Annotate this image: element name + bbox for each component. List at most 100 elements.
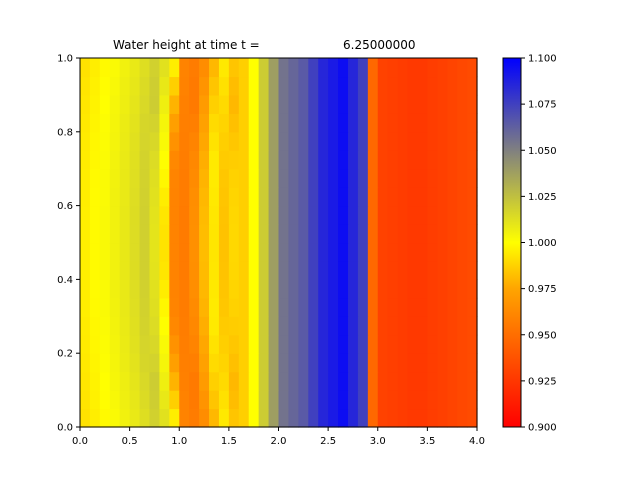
heatmap-cell (119, 224, 131, 244)
heatmap-cell (238, 131, 250, 151)
heatmap-cell (278, 297, 290, 317)
x-tick-label: 0.0 (72, 436, 88, 447)
heatmap-cell (447, 260, 458, 280)
heatmap-cell (80, 113, 91, 133)
heatmap-cell (457, 371, 468, 391)
heatmap-cell (268, 131, 280, 151)
heatmap-cell (80, 58, 91, 78)
heatmap-cell (228, 131, 240, 151)
heatmap-cell (258, 58, 270, 78)
heatmap-cell (308, 316, 319, 336)
heatmap-cell (199, 371, 210, 391)
heatmap-cell (268, 224, 280, 244)
heatmap-cell (308, 353, 319, 373)
heatmap-cell (99, 316, 111, 336)
heatmap-cell (149, 94, 160, 114)
heatmap-cell (457, 131, 468, 151)
heatmap-cell (139, 113, 151, 133)
heatmap-cell (407, 58, 419, 78)
heatmap-cell (149, 76, 160, 96)
heatmap-cell (218, 260, 230, 280)
heatmap-cell (268, 334, 280, 354)
heatmap-cell (189, 279, 200, 299)
heatmap-cell (179, 205, 190, 225)
heatmap-cell (199, 113, 210, 133)
heatmap-cell (268, 260, 280, 280)
heatmap-cell (338, 150, 349, 170)
heatmap-cell (318, 279, 329, 299)
heatmap-cell (467, 279, 478, 299)
heatmap-cell (288, 260, 299, 280)
heatmap-cell (149, 131, 160, 151)
heatmap-cell (338, 297, 349, 317)
heatmap-cell (209, 168, 220, 188)
heatmap-cell (139, 242, 151, 262)
heatmap-cell (318, 371, 329, 391)
colorbar (502, 57, 522, 428)
heatmap-cell (238, 168, 250, 188)
heatmap-cell (357, 242, 369, 262)
x-tick-label: 0.5 (122, 436, 138, 447)
heatmap-cell (298, 353, 309, 373)
heatmap-cell (99, 260, 111, 280)
heatmap-cell (407, 205, 419, 225)
heatmap-cell (357, 224, 369, 244)
heatmap-cell (367, 242, 379, 262)
heatmap-cell (338, 408, 349, 428)
heatmap-cell (357, 168, 369, 188)
heatmap-cell (367, 224, 379, 244)
heatmap-cell (467, 334, 478, 354)
heatmap-cell (298, 94, 309, 114)
heatmap-cell (248, 131, 260, 151)
heatmap-cell (387, 187, 399, 207)
heatmap-cell (278, 408, 290, 428)
heatmap-cell (228, 279, 240, 299)
heatmap-cell (377, 76, 389, 96)
heatmap-cell (447, 297, 458, 317)
heatmap-cell (457, 224, 468, 244)
heatmap-cell (228, 113, 240, 133)
heatmap-cell (228, 242, 240, 262)
colorbar-axis: 0.900 0.925 0.950 0.975 1.000 1.025 1.050 1.075… (521, 54, 557, 434)
heatmap-cell (139, 334, 151, 354)
heatmap-cell (238, 371, 250, 391)
heatmap-cell (467, 131, 478, 151)
heatmap-cell (179, 94, 190, 114)
heatmap-cell (328, 260, 339, 280)
heatmap-cell (218, 187, 230, 207)
heatmap-cell (328, 224, 339, 244)
heatmap-cell (218, 113, 230, 133)
heatmap-cell (457, 408, 468, 428)
heatmap-cell (437, 205, 448, 225)
heatmap-cell (218, 242, 230, 262)
heatmap-cell (357, 76, 369, 96)
heatmap-cell (209, 279, 220, 299)
heatmap-cell (159, 58, 170, 78)
heatmap-cell (377, 297, 389, 317)
heatmap-cell (367, 205, 379, 225)
heatmap-cell (99, 150, 111, 170)
heatmap-cell (238, 113, 250, 133)
heatmap-cell (367, 94, 379, 114)
heatmap-cell (109, 371, 121, 391)
heatmap-cell (80, 168, 91, 188)
heatmap-cell (397, 334, 409, 354)
heatmap-cell (347, 168, 359, 188)
heatmap-cell (318, 316, 329, 336)
heatmap-cell (397, 168, 409, 188)
heatmap-cell (159, 150, 170, 170)
heatmap-cell (189, 113, 200, 133)
heatmap-cell (437, 390, 448, 410)
heatmap-cell (149, 168, 160, 188)
heatmap-cell (119, 205, 131, 225)
heatmap-cell (357, 297, 369, 317)
heatmap-cell (99, 113, 111, 133)
heatmap-cell (288, 76, 299, 96)
heatmap-cell (268, 279, 280, 299)
heatmap-cell (298, 334, 309, 354)
heatmap-cell (407, 297, 419, 317)
heatmap-cell (357, 316, 369, 336)
heatmap-cell (328, 279, 339, 299)
heatmap-cell (397, 113, 409, 133)
heatmap-cell (248, 58, 260, 78)
